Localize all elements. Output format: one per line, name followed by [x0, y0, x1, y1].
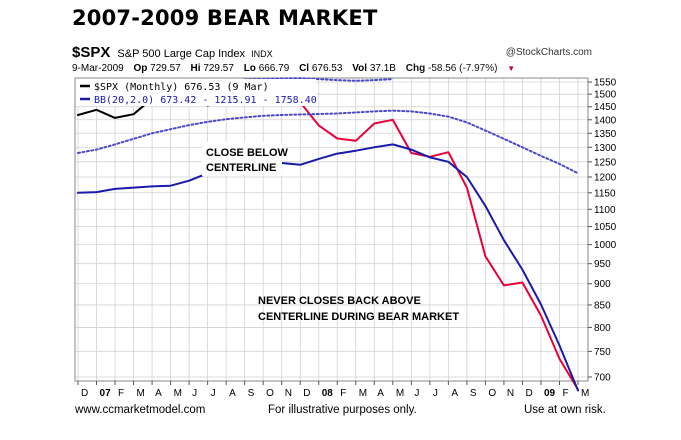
annotation-bg: [202, 142, 282, 176]
credit: @StockCharts.com: [505, 47, 592, 58]
x-axis: D 07 F M A M J J A S O N D 08 F M A M J J A S O N D 09 F M: [77, 381, 589, 399]
x-tick-label: S: [248, 388, 255, 399]
y-tick-label: 1250: [594, 157, 617, 168]
annotation-centerline: CENTERLINE: [206, 162, 276, 174]
y-tick-label: 900: [594, 279, 611, 290]
chart-title: 2007-2009 BEAR MARKET: [72, 6, 378, 30]
exchange: INDX: [251, 49, 273, 59]
bb-lower-band: [77, 109, 579, 175]
y-tick-label: 1200: [594, 172, 617, 183]
x-tick-label: 09: [544, 388, 556, 399]
x-tick-label: J: [433, 388, 438, 399]
symbol-row: $SPX S&P 500 Large Cap Index INDX @Stock…: [72, 44, 592, 62]
quote-volume: Vol 37.1B: [352, 63, 396, 74]
quote-low: Lo 666.79: [243, 63, 290, 74]
x-tick-label: 08: [322, 388, 334, 399]
chart-legend: $SPX (Monthly) 676.53 (9 Mar) BB(20,2.0)…: [76, 79, 317, 106]
x-tick-label: F: [118, 388, 124, 399]
x-tick-label: M: [396, 388, 404, 399]
y-tick-label: 1500: [594, 90, 617, 101]
x-tick-label: O: [488, 388, 496, 399]
price-line-bear: [262, 81, 579, 391]
y-tick-label: 1000: [594, 240, 617, 251]
y-tick-label: 950: [594, 259, 611, 270]
x-tick-label: M: [137, 388, 145, 399]
legend-bg: [76, 79, 316, 106]
x-tick-label: N: [285, 388, 292, 399]
x-tick-label: M: [581, 388, 589, 399]
x-tick-label: J: [414, 388, 419, 399]
x-tick-label: A: [229, 388, 236, 399]
y-tick-label: 750: [594, 347, 611, 358]
chart-grid: [75, 78, 588, 381]
y-tick-label: 700: [594, 373, 611, 384]
annotations-layer: CLOSE BELOW CENTERLINE NEVER CLOSES BACK…: [202, 142, 459, 323]
y-tick-label: 1450: [594, 102, 617, 113]
quote-row: 9-Mar-2009 Op 729.57 Hi 729.57 Lo 666.79…: [72, 63, 596, 77]
annotation-never-closes: NEVER CLOSES BACK ABOVE: [258, 295, 421, 307]
bb-upper-band: [243, 77, 394, 82]
quote-change: Chg -58.56 (-7.97%): [405, 63, 498, 74]
footer-disclaimer: For illustrative purposes only.: [268, 404, 417, 416]
x-tick-label: F: [562, 388, 568, 399]
x-tick-label: J: [192, 388, 197, 399]
symbol-description: S&P 500 Large Cap Index: [117, 48, 246, 60]
y-tick-label: 1350: [594, 129, 617, 140]
x-tick-label: J: [211, 388, 216, 399]
y-tick-label: 850: [594, 300, 611, 311]
down-arrow-icon: ▼: [507, 64, 516, 73]
annotation-during-bear: CENTERLINE DURING BEAR MARKET: [258, 311, 459, 323]
footer-risk: Use at own risk.: [524, 404, 606, 416]
x-tick-label: 07: [100, 388, 112, 399]
x-tick-label: O: [266, 388, 274, 399]
series-layer: [77, 77, 579, 392]
x-tick-label: N: [507, 388, 514, 399]
x-tick-label: A: [155, 388, 162, 399]
x-tick-label: D: [303, 388, 310, 399]
y-tick-label: 1100: [594, 205, 616, 216]
y-tick-label: 1300: [594, 143, 617, 154]
y-tick-label: 1400: [594, 115, 617, 126]
x-tick-label: A: [377, 388, 384, 399]
annotation-close-below: CLOSE BELOW: [206, 147, 289, 159]
x-tick-label: M: [359, 388, 367, 399]
footer-website: www.ccmarketmodel.com: [75, 404, 206, 416]
legend-bb: BB(20,2.0) 673.42 - 1215.91 - 1758.40: [94, 95, 317, 106]
x-tick-label: D: [81, 388, 88, 399]
x-tick-label: S: [470, 388, 477, 399]
quote-high: Hi 729.57: [190, 63, 234, 74]
symbol: $SPX: [72, 44, 111, 61]
x-tick-label: M: [174, 388, 182, 399]
legend-price: $SPX (Monthly) 676.53 (9 Mar): [94, 82, 269, 93]
x-tick-label: D: [525, 388, 532, 399]
quote-date: 9-Mar-2009: [72, 63, 124, 74]
y-tick-label: 1050: [594, 222, 617, 233]
x-tick-label: F: [340, 388, 346, 399]
quote-open: Op 729.57: [133, 63, 181, 74]
y-tick-label: 1550: [594, 78, 617, 89]
y-tick-label: 800: [594, 323, 611, 334]
x-tick-label: A: [451, 388, 458, 399]
y-tick-label: 1150: [594, 188, 616, 199]
quote-close: Cl 676.53: [299, 63, 343, 74]
bb-middle-line: [77, 143, 579, 392]
plot-frame: [74, 77, 589, 382]
